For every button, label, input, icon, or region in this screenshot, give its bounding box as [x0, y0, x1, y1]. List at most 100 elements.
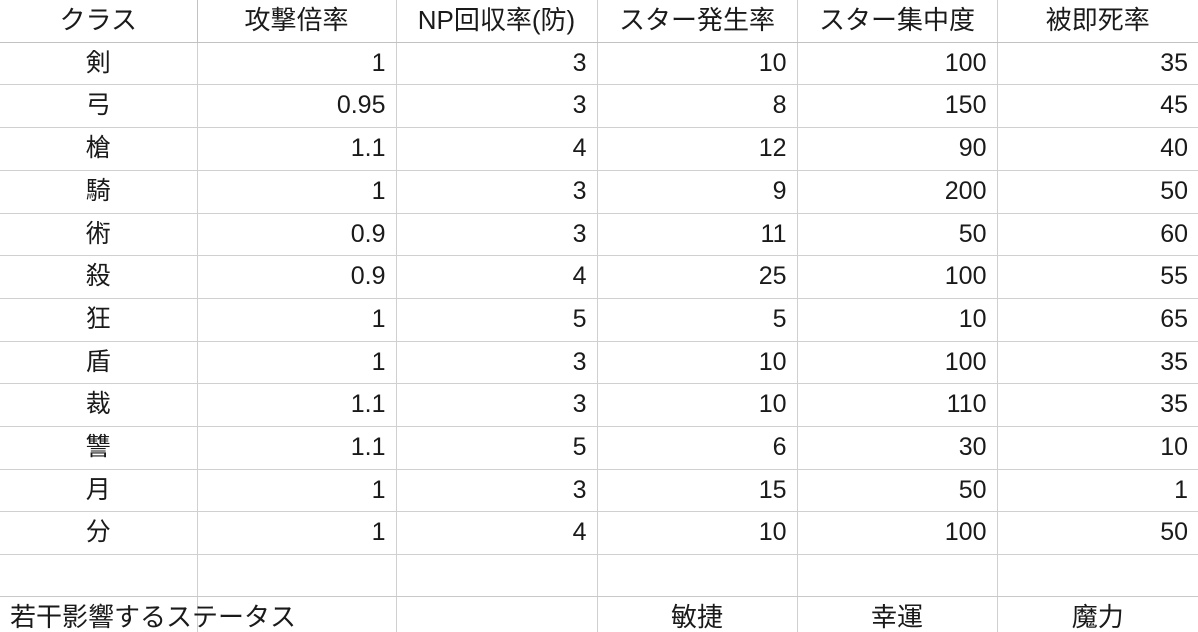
cell-star-gen[interactable]: 10 [597, 511, 798, 556]
cell-np-rate[interactable]: 3 [396, 213, 598, 257]
cell-atk-mult[interactable]: 0.9 [197, 255, 397, 299]
cell-star-gen[interactable]: 10 [597, 341, 798, 385]
column-header-death-resistance[interactable]: 被即死率 [997, 0, 1198, 43]
table-row[interactable]: 弓 0.95 3 8 150 45 [0, 84, 1198, 129]
cell-star-weight[interactable]: 200 [797, 170, 998, 214]
cell-atk-mult[interactable]: 0.95 [197, 84, 397, 129]
cell-death-rate[interactable]: 10 [997, 426, 1198, 470]
cell-death-rate[interactable]: 35 [997, 42, 1198, 86]
cell-star-weight[interactable]: 50 [797, 469, 998, 513]
cell-influencing-status-label[interactable]: 若干影響するステータス [0, 596, 296, 632]
cell-atk-mult[interactable]: 1 [197, 42, 397, 86]
cell-np-rate[interactable]: 5 [396, 298, 598, 342]
cell-np-rate[interactable]: 4 [396, 127, 598, 171]
empty-row[interactable] [0, 554, 1198, 597]
table-row[interactable]: 剣 1 3 10 100 35 [0, 42, 1198, 86]
table-row[interactable]: 槍 1.1 4 12 90 40 [0, 127, 1198, 171]
cell-death-rate[interactable]: 1 [997, 469, 1198, 513]
cell-empty[interactable] [597, 554, 798, 597]
cell-class[interactable]: 分 [0, 511, 198, 556]
cell-atk-mult[interactable]: 1 [197, 469, 397, 513]
cell-atk-mult[interactable]: 0.9 [197, 213, 397, 257]
table-row[interactable]: 殺 0.9 4 25 100 55 [0, 255, 1198, 299]
cell-atk-mult[interactable]: 1.1 [197, 383, 397, 428]
cell-atk-mult[interactable]: 1.1 [197, 426, 397, 470]
cell-atk-mult[interactable]: 1 [197, 170, 397, 214]
cell-death-rate-stat[interactable]: 魔力 [997, 596, 1198, 632]
cell-star-weight-stat[interactable]: 幸運 [797, 596, 998, 632]
cell-star-weight[interactable]: 100 [797, 511, 998, 556]
cell-np-rate[interactable]: 3 [396, 42, 598, 86]
cell-star-weight[interactable]: 110 [797, 383, 998, 428]
table-row[interactable]: 盾 1 3 10 100 35 [0, 341, 1198, 385]
cell-class[interactable]: 盾 [0, 341, 198, 385]
cell-np-rate[interactable]: 3 [396, 170, 598, 214]
table-row[interactable]: 月 1 3 15 50 1 [0, 469, 1198, 513]
cell-star-weight[interactable]: 50 [797, 213, 998, 257]
cell-class[interactable]: 槍 [0, 127, 198, 171]
cell-star-gen[interactable]: 11 [597, 213, 798, 257]
cell-star-weight[interactable]: 100 [797, 341, 998, 385]
cell-np-rate[interactable]: 5 [396, 426, 598, 470]
cell-empty[interactable] [797, 554, 998, 597]
cell-class[interactable]: 殺 [0, 255, 198, 299]
cell-star-gen[interactable]: 25 [597, 255, 798, 299]
cell-class[interactable]: 術 [0, 213, 198, 257]
table-row[interactable]: 騎 1 3 9 200 50 [0, 170, 1198, 214]
cell-star-gen[interactable]: 9 [597, 170, 798, 214]
cell-empty[interactable] [197, 554, 397, 597]
column-header-class[interactable]: クラス [0, 0, 198, 43]
cell-empty[interactable] [997, 554, 1198, 597]
cell-star-weight[interactable]: 90 [797, 127, 998, 171]
cell-np-rate[interactable]: 3 [396, 469, 598, 513]
cell-star-weight[interactable]: 30 [797, 426, 998, 470]
influencing-status-row[interactable]: 若干影響するステータス 敏捷 幸運 魔力 [0, 596, 1198, 632]
cell-atk-mult[interactable]: 1.1 [197, 127, 397, 171]
cell-star-gen[interactable]: 12 [597, 127, 798, 171]
column-header-np-recovery-rate[interactable]: NP回収率(防) [396, 0, 598, 43]
cell-footer-blank[interactable] [197, 596, 397, 632]
cell-np-rate[interactable]: 3 [396, 383, 598, 428]
cell-star-weight[interactable]: 100 [797, 255, 998, 299]
cell-star-gen[interactable]: 15 [597, 469, 798, 513]
cell-np-rate[interactable]: 3 [396, 341, 598, 385]
cell-star-gen[interactable]: 10 [597, 383, 798, 428]
cell-death-rate[interactable]: 55 [997, 255, 1198, 299]
cell-footer-np-blank[interactable] [396, 596, 598, 632]
cell-star-weight[interactable]: 10 [797, 298, 998, 342]
cell-star-gen[interactable]: 5 [597, 298, 798, 342]
cell-death-rate[interactable]: 50 [997, 170, 1198, 214]
cell-class[interactable]: 裁 [0, 383, 198, 428]
table-row[interactable]: 術 0.9 3 11 50 60 [0, 213, 1198, 257]
table-row[interactable]: 裁 1.1 3 10 110 35 [0, 383, 1198, 428]
cell-class[interactable]: 讐 [0, 426, 198, 470]
column-header-star-weight[interactable]: スター集中度 [797, 0, 998, 43]
cell-np-rate[interactable]: 4 [396, 511, 598, 556]
cell-empty[interactable] [0, 554, 198, 597]
table-row[interactable]: 讐 1.1 5 6 30 10 [0, 426, 1198, 470]
cell-death-rate[interactable]: 50 [997, 511, 1198, 556]
cell-class[interactable]: 騎 [0, 170, 198, 214]
cell-death-rate[interactable]: 35 [997, 341, 1198, 385]
cell-empty[interactable] [396, 554, 598, 597]
cell-np-rate[interactable]: 4 [396, 255, 598, 299]
cell-star-weight[interactable]: 100 [797, 42, 998, 86]
cell-star-gen-stat[interactable]: 敏捷 [597, 596, 798, 632]
cell-death-rate[interactable]: 35 [997, 383, 1198, 428]
cell-class[interactable]: 月 [0, 469, 198, 513]
cell-star-gen[interactable]: 8 [597, 84, 798, 129]
cell-class[interactable]: 狂 [0, 298, 198, 342]
cell-death-rate[interactable]: 45 [997, 84, 1198, 129]
cell-death-rate[interactable]: 40 [997, 127, 1198, 171]
table-row[interactable]: 狂 1 5 5 10 65 [0, 298, 1198, 342]
column-header-star-generation-rate[interactable]: スター発生率 [597, 0, 798, 43]
cell-star-gen[interactable]: 10 [597, 42, 798, 86]
cell-death-rate[interactable]: 65 [997, 298, 1198, 342]
cell-death-rate[interactable]: 60 [997, 213, 1198, 257]
column-header-attack-multiplier[interactable]: 攻撃倍率 [197, 0, 397, 43]
cell-class[interactable]: 弓 [0, 84, 198, 129]
cell-np-rate[interactable]: 3 [396, 84, 598, 129]
cell-star-gen[interactable]: 6 [597, 426, 798, 470]
cell-atk-mult[interactable]: 1 [197, 511, 397, 556]
cell-atk-mult[interactable]: 1 [197, 341, 397, 385]
